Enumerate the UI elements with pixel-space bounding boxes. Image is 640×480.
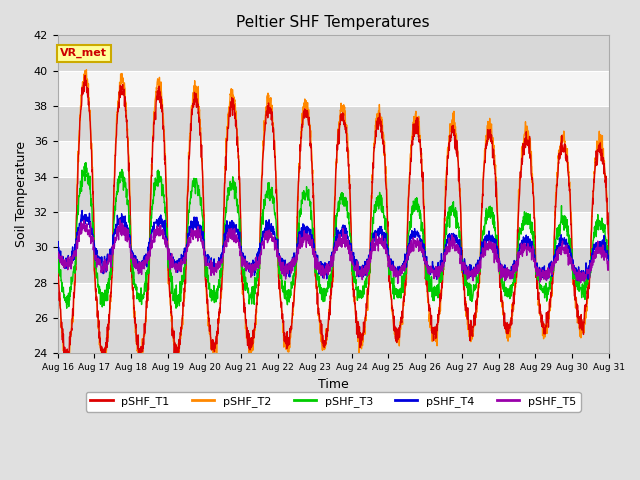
pSHF_T4	[362, 259, 369, 265]
Bar	[58, 212, 609, 247]
pSHF_T5	[208, 264, 216, 270]
pSHF_T2	[572, 302, 580, 308]
Line: pSHF_T1: pSHF_T1	[58, 75, 609, 353]
pSHF_T3	[63, 305, 70, 311]
pSHF_T4	[494, 246, 502, 252]
X-axis label: Time: Time	[318, 378, 349, 391]
Text: VR_met: VR_met	[60, 48, 108, 58]
pSHF_T1	[60, 350, 68, 356]
pSHF_T1	[208, 338, 216, 344]
Bar	[58, 318, 609, 353]
Legend: pSHF_T1, pSHF_T2, pSHF_T3, pSHF_T4, pSHF_T5: pSHF_T1, pSHF_T2, pSHF_T3, pSHF_T4, pSHF…	[86, 392, 580, 411]
pSHF_T5	[362, 269, 369, 275]
pSHF_T5	[557, 246, 564, 252]
pSHF_T4	[580, 278, 588, 284]
pSHF_T3	[54, 255, 61, 261]
Line: pSHF_T5: pSHF_T5	[58, 220, 609, 283]
pSHF_T1	[81, 72, 89, 78]
pSHF_T1	[362, 312, 369, 318]
pSHF_T2	[60, 350, 68, 356]
Bar	[58, 36, 609, 71]
pSHF_T5	[605, 267, 613, 273]
pSHF_T3	[605, 266, 613, 272]
pSHF_T3	[557, 219, 564, 225]
Y-axis label: Soil Temperature: Soil Temperature	[15, 142, 28, 247]
pSHF_T4	[349, 255, 357, 261]
pSHF_T1	[572, 297, 580, 303]
pSHF_T2	[83, 67, 90, 72]
pSHF_T4	[208, 261, 216, 267]
pSHF_T1	[557, 140, 564, 146]
Bar	[58, 71, 609, 106]
pSHF_T4	[605, 265, 613, 271]
pSHF_T3	[82, 160, 90, 166]
pSHF_T2	[605, 258, 613, 264]
pSHF_T1	[494, 220, 502, 226]
pSHF_T4	[572, 265, 580, 271]
pSHF_T5	[394, 280, 401, 286]
Line: pSHF_T2: pSHF_T2	[58, 70, 609, 353]
pSHF_T4	[54, 242, 61, 248]
pSHF_T5	[494, 259, 502, 265]
Bar	[58, 283, 609, 318]
pSHF_T4	[78, 208, 86, 214]
Bar	[58, 142, 609, 177]
pSHF_T3	[494, 248, 502, 253]
pSHF_T3	[362, 280, 369, 286]
pSHF_T2	[557, 149, 564, 155]
Line: pSHF_T4: pSHF_T4	[58, 211, 609, 281]
pSHF_T1	[605, 267, 613, 273]
pSHF_T4	[557, 242, 564, 248]
Bar	[58, 177, 609, 212]
pSHF_T3	[572, 278, 580, 284]
pSHF_T2	[494, 217, 502, 223]
Title: Peltier SHF Temperatures: Peltier SHF Temperatures	[236, 15, 430, 30]
Bar	[58, 247, 609, 283]
pSHF_T2	[362, 318, 369, 324]
pSHF_T2	[349, 294, 357, 300]
pSHF_T1	[349, 294, 357, 300]
Line: pSHF_T3: pSHF_T3	[58, 163, 609, 308]
pSHF_T2	[208, 339, 216, 345]
pSHF_T2	[54, 258, 61, 264]
pSHF_T5	[54, 252, 61, 258]
pSHF_T5	[349, 261, 357, 266]
pSHF_T5	[116, 217, 124, 223]
pSHF_T5	[572, 269, 580, 275]
Bar	[58, 106, 609, 142]
pSHF_T1	[54, 255, 61, 261]
pSHF_T3	[208, 290, 216, 296]
pSHF_T3	[349, 275, 357, 280]
